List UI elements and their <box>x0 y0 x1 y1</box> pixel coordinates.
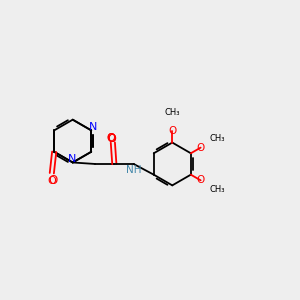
Text: CH₃: CH₃ <box>209 185 225 194</box>
Text: N: N <box>88 122 97 132</box>
Text: O: O <box>196 142 205 153</box>
Text: CH₃: CH₃ <box>209 134 225 142</box>
Text: CH₃: CH₃ <box>164 108 180 117</box>
Text: O: O <box>48 173 57 187</box>
Text: O: O <box>107 133 116 143</box>
Text: O: O <box>107 132 116 145</box>
Text: O: O <box>107 134 116 144</box>
Text: O: O <box>107 134 116 144</box>
Text: N: N <box>68 154 76 164</box>
Text: NH: NH <box>126 165 141 175</box>
Text: O: O <box>168 126 176 136</box>
Text: O: O <box>47 176 56 186</box>
Text: O: O <box>196 175 205 185</box>
